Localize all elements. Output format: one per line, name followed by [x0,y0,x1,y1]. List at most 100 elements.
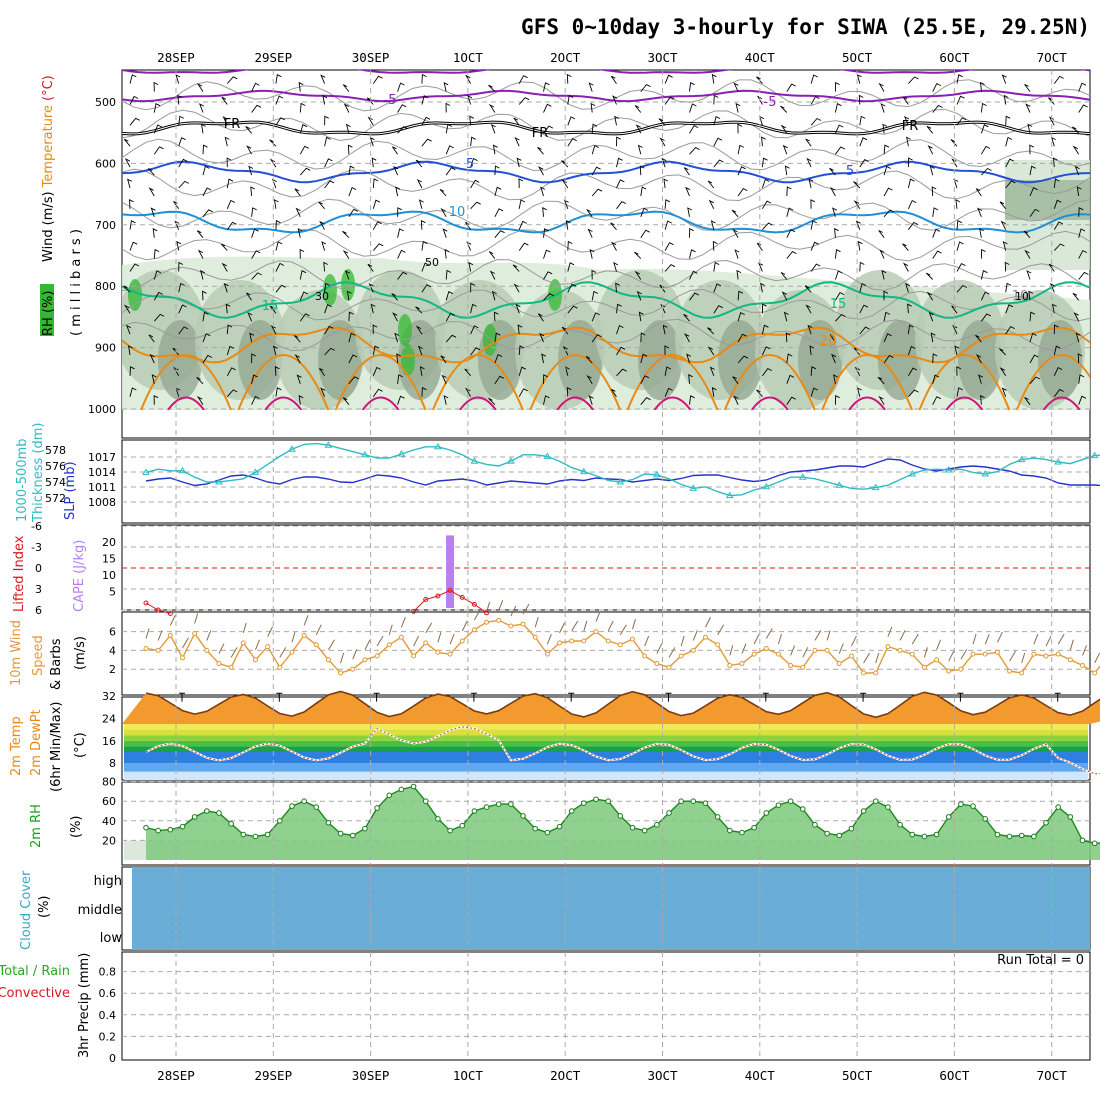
wind-barb [610,222,617,230]
wind-barb [1002,241,1008,251]
wind-barb [563,199,569,209]
isotherm-arc-hot [750,396,789,410]
rh-point [325,819,332,826]
wind-barb [1078,82,1087,92]
wind-barb [680,635,685,647]
wind-barb [708,199,715,210]
wind-barb [978,374,984,384]
wind-barb [879,249,885,259]
wind-barb [415,306,423,314]
wind-barb [711,387,717,397]
wind-barb [810,241,819,251]
rh-tick-label: 40 [102,815,116,828]
wind-barb [927,145,934,155]
wind-barb [470,347,481,356]
thickness-marker [944,466,953,473]
wind-barb [1005,282,1012,293]
wind-barb [249,332,255,343]
wind-barb [397,249,406,259]
temp-band [124,724,1088,730]
wind-barb [470,325,479,335]
wind-speed-point [982,651,988,657]
thickness-marker [288,445,296,452]
wind-barb [683,167,690,176]
wind-barb [664,366,672,376]
thickness-marker [1054,458,1063,465]
wind-barb [512,264,520,272]
isotherm-label-repeat: 10 [1012,289,1029,304]
wind-barb [807,324,813,335]
wind-barb [1051,303,1057,314]
wind-barb [737,166,746,176]
wind-barb [178,261,184,272]
temp-tick-label: 8 [109,757,116,770]
wind-tick-label: 4 [109,644,116,657]
rh-point [167,826,174,833]
rh-contour-label: 50 [425,256,439,269]
pressure-tick-label: 600 [95,157,116,170]
wind-speed-point [751,651,757,657]
wind-barb [737,144,745,155]
wind-barb [397,207,403,217]
wind-barb [400,617,406,628]
wind-barb [1082,645,1087,656]
rh-point [349,832,356,839]
wind-tick-label: 6 [109,626,116,639]
date-label-top: 29SEP [254,50,292,65]
wind-barb [413,635,420,647]
wind-barb [838,643,844,654]
rh-point [885,804,891,810]
slp-tick-label: 1008 [88,496,116,509]
rh-point [483,804,490,810]
wind-barb [735,102,741,113]
wind-barb [324,282,330,293]
wind-barb [640,375,650,385]
wind-barb [371,157,377,168]
thickness-tick-label: 576 [45,460,66,473]
wind-barb [810,74,818,84]
wind-barb [275,241,283,251]
temp-max-bar [179,692,185,702]
rh-point [337,830,344,837]
temp-unit-label: (°C) [73,732,88,758]
wind-barb [1094,652,1100,664]
wind-speed-point [216,661,222,667]
wind-barb [343,103,350,113]
temp-max-bar [1054,692,1061,702]
wind-barb [834,227,839,238]
wind-barb [1078,395,1087,405]
rh2m-ylabel: 2m RH [29,804,44,848]
wind-barb [174,220,180,230]
rh-point [714,814,721,820]
temp-area [122,691,1100,724]
rh-point [787,798,794,805]
wind-barb [543,125,554,134]
wind-barb [857,240,863,251]
wind-barb [1053,345,1061,356]
wind-barb [123,285,131,293]
rh-point [933,831,940,838]
wind-barb [319,367,325,377]
wind-barb [1005,158,1015,168]
wind-barb [956,220,963,230]
wind-barb [352,649,358,660]
wind-barb [129,220,136,230]
date-label-bottom: 7OCT [1037,1068,1068,1083]
wind-barb [224,136,230,147]
wind-barb [226,157,232,168]
wind-barb [370,303,376,314]
wind-speed-point [739,661,745,667]
wind-barb [198,103,205,113]
wind-barb [689,270,698,280]
wind-barb [762,200,772,210]
ylabel-word: Wind [41,229,56,262]
wind-barb [465,74,471,84]
wind-barb [712,240,718,251]
wind-barb [737,123,743,134]
wind-barb [275,284,286,293]
wind-barb [1048,97,1055,105]
li-tick-label: 6 [35,604,42,617]
wind-barb [640,353,648,364]
wind-barb [859,115,866,126]
wind-barb [178,158,188,168]
